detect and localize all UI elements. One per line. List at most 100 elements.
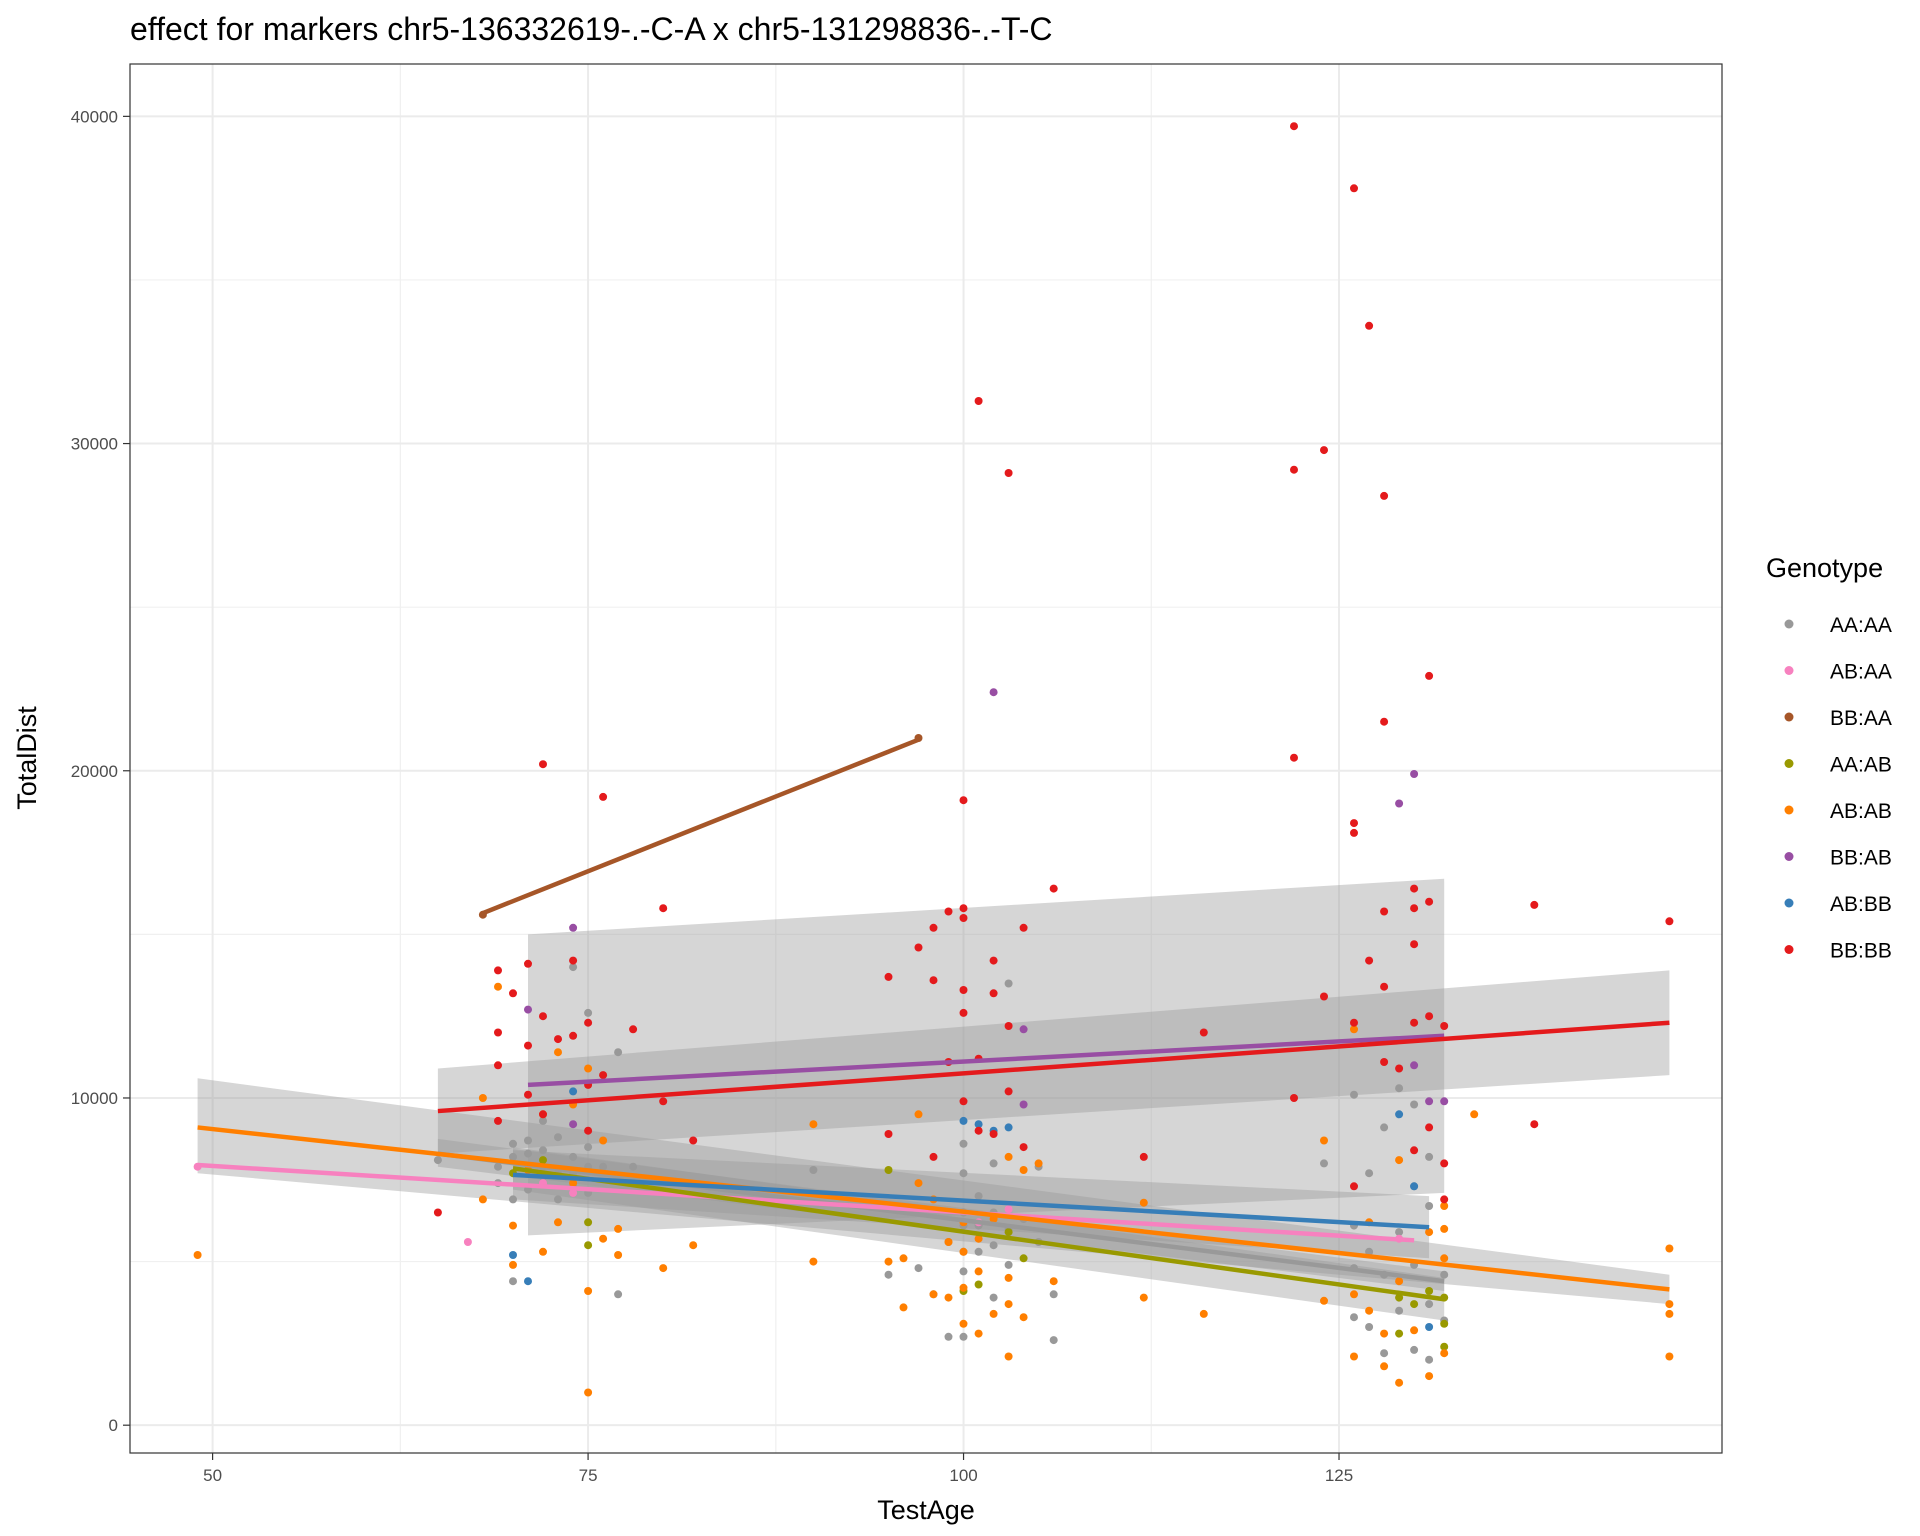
plot-border (129, 63, 1723, 1454)
data-point (1410, 1061, 1419, 1070)
data-point (599, 1234, 608, 1243)
confidence-band (513, 1150, 1430, 1259)
data-point (1290, 753, 1298, 762)
legend-label: AB:BB (1830, 893, 1892, 916)
data-point (959, 1116, 968, 1125)
data-point (539, 1156, 547, 1165)
data-point (1019, 1100, 1028, 1109)
data-point (1365, 956, 1374, 965)
legend-key (1784, 945, 1794, 954)
legend-key (1784, 898, 1794, 908)
data-point (629, 1162, 638, 1171)
data-point (1425, 1228, 1434, 1237)
data-point (1395, 1329, 1404, 1338)
data-point (659, 1097, 668, 1106)
data-point (509, 1277, 517, 1286)
data-point (989, 989, 998, 998)
data-point (959, 1283, 968, 1292)
data-point (1350, 828, 1358, 837)
data-point (959, 1332, 968, 1341)
data-point (584, 1241, 593, 1250)
data-point (539, 760, 547, 769)
data-point (1139, 1198, 1148, 1207)
data-point (959, 914, 968, 922)
data-point (1410, 1326, 1419, 1335)
fit-line (437, 1020, 1670, 1114)
data-point (1425, 1355, 1434, 1364)
data-point (1395, 1064, 1404, 1073)
data-point (539, 1247, 547, 1256)
chart-title: effect for markers chr5-136332619-.-C-A … (130, 11, 1053, 47)
data-point (914, 1264, 923, 1273)
data-point (1004, 1300, 1013, 1309)
legend-label: AB:AA (1830, 661, 1892, 684)
data-point (1530, 1120, 1539, 1129)
data-point (914, 1110, 923, 1119)
data-point (539, 1110, 547, 1119)
data-point (1440, 1224, 1449, 1233)
data-point (1320, 446, 1328, 455)
legend-key (1784, 852, 1794, 861)
data-point (1410, 904, 1419, 913)
data-point (989, 1159, 998, 1168)
data-point (1365, 321, 1374, 330)
data-point (1380, 491, 1389, 500)
data-point (1380, 1349, 1389, 1358)
data-point (614, 1290, 623, 1299)
data-point (884, 972, 893, 981)
data-point (1425, 1323, 1434, 1331)
y-tick-label: 0 (109, 1416, 118, 1435)
data-point (974, 1192, 983, 1201)
legend-key (1784, 619, 1794, 629)
data-point (1395, 1306, 1404, 1315)
data-point (899, 1254, 908, 1263)
data-point (599, 1136, 608, 1145)
legend-key (1784, 759, 1794, 768)
data-point (478, 1094, 487, 1102)
data-point (433, 1208, 442, 1217)
data-point (494, 1028, 502, 1037)
data-point (689, 1136, 698, 1145)
x-tick-label: 125 (1325, 1466, 1353, 1485)
data-point (1365, 1169, 1374, 1178)
data-point (1350, 819, 1358, 828)
data-point (1425, 1097, 1434, 1106)
legend-key (1784, 805, 1794, 815)
data-point (809, 1257, 818, 1266)
data-point (1350, 1290, 1358, 1299)
data-point (809, 1166, 818, 1174)
data-point (193, 1251, 202, 1259)
data-point (959, 986, 968, 994)
legend-label: BB:BB (1830, 940, 1892, 963)
data-point (1290, 465, 1298, 474)
legend-label: BB:AA (1830, 707, 1892, 730)
data-point (1410, 940, 1419, 949)
data-point (1350, 1182, 1358, 1191)
data-point (1019, 1025, 1028, 1034)
data-point (1425, 1012, 1434, 1021)
data-point (509, 1260, 517, 1269)
fit-line (527, 1033, 1445, 1088)
data-point (524, 1149, 532, 1158)
data-point (1410, 1345, 1419, 1354)
data-point (884, 1130, 893, 1138)
data-point (1380, 982, 1389, 991)
data-point (1004, 979, 1013, 988)
data-point (1004, 1352, 1013, 1361)
data-point (1350, 184, 1358, 193)
data-point (929, 976, 938, 985)
data-point (959, 1267, 968, 1276)
data-point (554, 1195, 562, 1204)
y-axis-title: TotalDist (12, 706, 42, 810)
legend: Genotype AA:AAAB:AABB:AAAA:ABAB:ABBB:ABA… (1766, 553, 1892, 963)
data-point (1410, 1146, 1419, 1155)
x-tick-label: 50 (203, 1466, 222, 1485)
data-point (569, 963, 578, 972)
data-point (478, 1195, 487, 1204)
y-tick-label: 20000 (71, 762, 118, 781)
data-point (1380, 1329, 1389, 1338)
data-point (1290, 122, 1298, 131)
data-point (1350, 1352, 1358, 1361)
legend-label: BB:AB (1830, 847, 1892, 870)
fit-line (197, 1162, 1415, 1243)
